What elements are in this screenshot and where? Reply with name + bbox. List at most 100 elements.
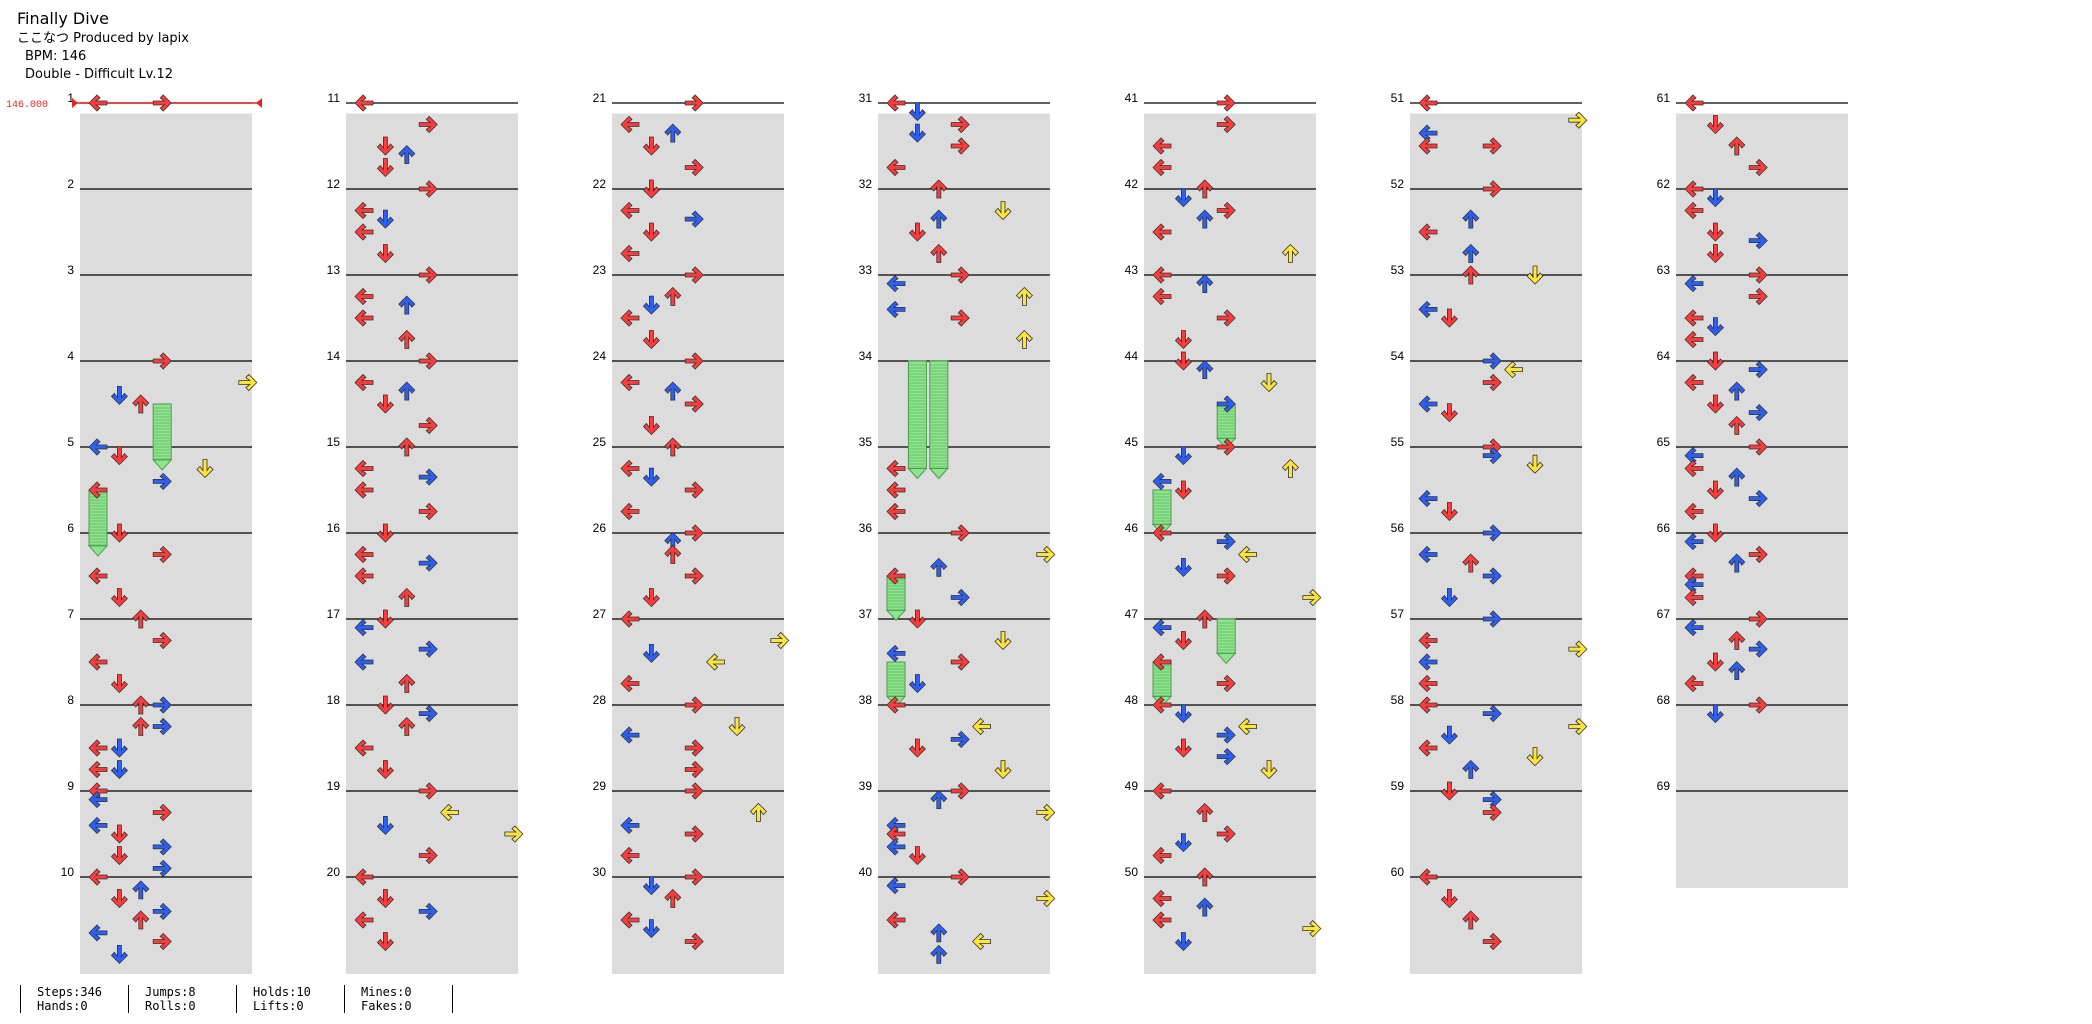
arrow-down-icon — [908, 222, 926, 242]
arrow-right-icon — [152, 902, 172, 920]
arrow-down-icon — [1260, 373, 1278, 393]
beat-band — [1676, 457, 1848, 480]
beat-band — [346, 543, 518, 566]
arrow-up-icon — [132, 695, 150, 715]
beat-band — [80, 500, 252, 523]
measure-number: 34 — [859, 349, 873, 363]
measure-number: 31 — [859, 91, 873, 105]
beat-band — [346, 479, 518, 501]
measure-number: 13 — [327, 263, 341, 277]
beat-band — [346, 758, 518, 781]
measure-number: 67 — [1657, 607, 1671, 621]
beat-band — [612, 543, 784, 566]
arrow-up-icon — [1196, 802, 1214, 822]
arrow-right-icon — [504, 825, 524, 843]
beat-band — [878, 565, 1050, 587]
measure-52: 52 — [1391, 177, 1582, 286]
beat-band — [1676, 113, 1848, 136]
arrow-down-icon — [376, 816, 394, 835]
arrow-right-icon — [684, 782, 704, 800]
measure-number: 8 — [67, 693, 74, 707]
arrow-up-icon — [930, 923, 948, 943]
stat-hands: Hands:0 — [37, 999, 88, 1013]
arrow-left-icon — [620, 201, 640, 220]
arrow-down-icon — [110, 385, 128, 405]
arrow-right-icon — [418, 180, 438, 198]
measure-number: 20 — [327, 865, 341, 879]
measure-number: 57 — [1391, 607, 1405, 621]
measure-number: 66 — [1657, 521, 1671, 535]
measure-number: 37 — [859, 607, 873, 621]
arrow-right-icon — [1482, 705, 1502, 723]
arrow-down-icon — [1174, 330, 1192, 350]
arrow-up-icon — [1196, 609, 1214, 629]
beat-band — [878, 801, 1050, 824]
beat-band — [346, 135, 518, 157]
beat-band — [346, 307, 518, 329]
measure-number: 28 — [593, 693, 607, 707]
arrow-up-icon — [1196, 360, 1214, 380]
beat-band — [878, 414, 1050, 437]
beat-band — [878, 930, 1050, 953]
arrow-left-icon — [1152, 137, 1172, 155]
arrow-up-icon — [664, 544, 682, 564]
arrow-right-icon — [1302, 920, 1322, 938]
beat-band — [1410, 479, 1582, 501]
beat-band — [1144, 135, 1316, 157]
beat-band — [346, 285, 518, 308]
arrow-left-icon — [1418, 653, 1438, 671]
beat-band — [1410, 414, 1582, 437]
arrow-up-icon — [398, 716, 416, 736]
beat-band — [1410, 823, 1582, 845]
arrow-right-icon — [1216, 533, 1236, 551]
arrow-down-icon — [908, 123, 926, 143]
stat-group-steps: Steps:346 Hands:0 — [20, 985, 128, 1013]
arrow-right-icon — [1568, 640, 1588, 658]
beat-band — [612, 371, 784, 394]
beat-band — [346, 651, 518, 673]
arrow-left-icon — [1418, 545, 1438, 564]
beat-band — [878, 823, 1050, 845]
arrow-up-icon — [664, 437, 682, 457]
arrow-right-icon — [684, 868, 704, 886]
arrow-right-icon — [1748, 158, 1768, 177]
measure-number: 54 — [1391, 349, 1405, 363]
beat-band — [346, 629, 518, 652]
arrow-down-icon — [642, 919, 660, 939]
stat-group-jumps: Jumps:8 Rolls:0 — [128, 985, 236, 1013]
arrow-right-icon — [1748, 266, 1768, 284]
song-bpm: BPM: 146 — [25, 49, 87, 64]
stat-holds: Holds:10 — [253, 985, 311, 999]
arrow-left-icon — [886, 94, 906, 112]
arrow-right-icon — [1748, 640, 1768, 658]
beat-band — [1410, 199, 1582, 222]
measure-number: 53 — [1391, 263, 1405, 277]
beat-band — [346, 930, 518, 953]
arrow-left-icon — [1152, 158, 1172, 177]
measure-number: 47 — [1125, 607, 1139, 621]
arrow-right-icon — [1482, 567, 1502, 585]
arrow-left-icon — [886, 911, 906, 929]
arrow-down-icon — [994, 201, 1012, 221]
beat-band — [878, 479, 1050, 501]
arrow-left-icon — [620, 459, 640, 478]
measure-number: 16 — [327, 521, 341, 535]
arrow-down-icon — [642, 588, 660, 608]
beat-band — [612, 457, 784, 480]
arrow-down-icon — [376, 394, 394, 414]
beat-band — [1676, 371, 1848, 394]
arrow-left-icon — [620, 502, 640, 521]
measure-number: 15 — [327, 435, 341, 449]
arrow-up-icon — [398, 381, 416, 401]
arrow-down-icon — [642, 876, 660, 896]
arrow-down-icon — [1706, 244, 1724, 264]
arrow-right-icon — [418, 705, 438, 723]
arrow-down-icon — [110, 760, 128, 780]
beat-band — [1410, 242, 1582, 265]
arrow-down-icon — [1706, 523, 1724, 543]
arrow-left-icon — [1418, 395, 1438, 413]
stat-group-holds: Holds:10 Lifts:0 — [236, 985, 344, 1013]
arrow-left-icon — [1418, 674, 1438, 693]
arrow-left-icon — [1152, 911, 1172, 929]
beat-band — [878, 715, 1050, 738]
